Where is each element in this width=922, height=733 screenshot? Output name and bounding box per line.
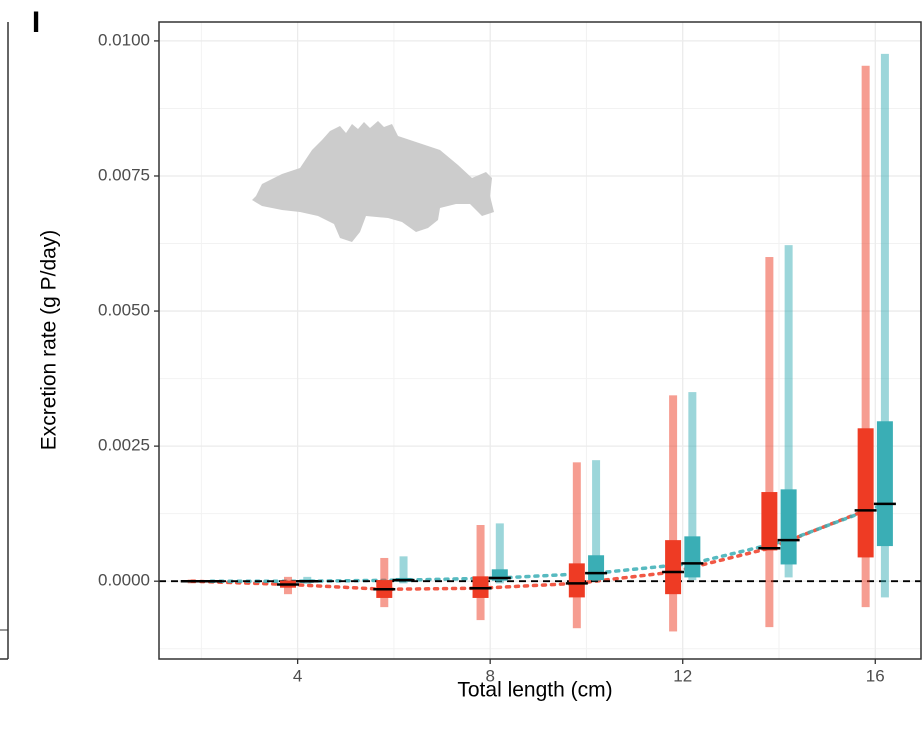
inner-interval: [665, 540, 682, 595]
inner-interval: [780, 489, 797, 565]
inner-interval: [568, 563, 585, 598]
outer-interval: [572, 462, 581, 629]
inner-interval: [588, 555, 605, 581]
x-tick-label: 12: [673, 666, 692, 685]
x-tick-label: 8: [485, 666, 494, 685]
y-axis-title: Excretion rate (g P/day): [38, 230, 61, 451]
y-tick-label: 0.0050: [98, 301, 150, 320]
outer-interval: [495, 523, 504, 584]
fish-silhouette: [252, 121, 494, 242]
outer-interval: [688, 392, 697, 581]
inner-interval: [857, 428, 874, 558]
inner-interval: [876, 421, 893, 547]
outer-interval: [476, 525, 485, 621]
outer-interval: [880, 53, 889, 598]
outer-interval: [765, 257, 774, 628]
outer-interval: [592, 460, 601, 582]
outer-interval: [784, 245, 793, 578]
y-tick-label: 0.0000: [98, 571, 150, 590]
outer-interval: [399, 556, 408, 584]
outer-interval: [861, 65, 870, 608]
outer-interval: [669, 395, 678, 632]
plot-border: [158, 21, 922, 660]
panel-label: I: [32, 6, 40, 39]
x-tick-label: 16: [866, 666, 885, 685]
inner-interval: [491, 569, 508, 581]
y-tick-label: 0.0075: [98, 165, 150, 184]
y-tick-label: 0.0100: [98, 30, 150, 49]
trend-curve: [189, 508, 868, 592]
y-tick-label: 0.0025: [98, 436, 150, 455]
trend-curve: [209, 502, 887, 583]
inner-interval: [761, 492, 778, 551]
x-axis-title: Total length (cm): [457, 679, 612, 702]
inner-interval: [684, 536, 701, 578]
x-tick-label: 4: [293, 666, 302, 685]
